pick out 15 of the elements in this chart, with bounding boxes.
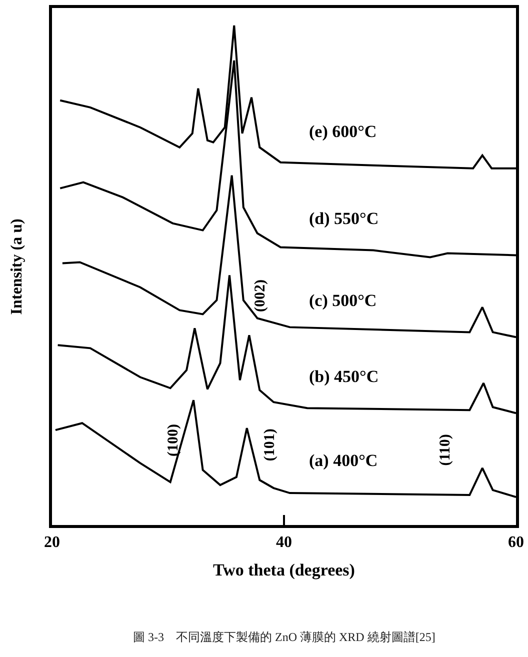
x-tick-label: 20 xyxy=(44,534,60,552)
series-label: (d) 550°C xyxy=(309,209,379,228)
annotation: (100) xyxy=(165,424,182,456)
series-label: (c) 500°C xyxy=(309,291,377,310)
annotation: (101) xyxy=(262,428,278,462)
caption: 圖 3-3 不同溫度下製備的 ZnO 薄膜的 XRD 繞射圖譜[25] xyxy=(133,630,436,644)
series-label: (a) 400°C xyxy=(309,451,378,470)
annotation: (110) xyxy=(438,434,454,466)
x-tick-label: 40 xyxy=(276,534,292,552)
y-axis-title: Intensity (a u) xyxy=(8,218,26,315)
x-axis-title: Two theta (degrees) xyxy=(213,560,355,580)
annotation: (002) xyxy=(252,280,269,312)
x-tick-label: 60 xyxy=(508,534,524,552)
series-label: (e) 600°C xyxy=(309,122,377,141)
series-label: (b) 450°C xyxy=(309,367,379,386)
